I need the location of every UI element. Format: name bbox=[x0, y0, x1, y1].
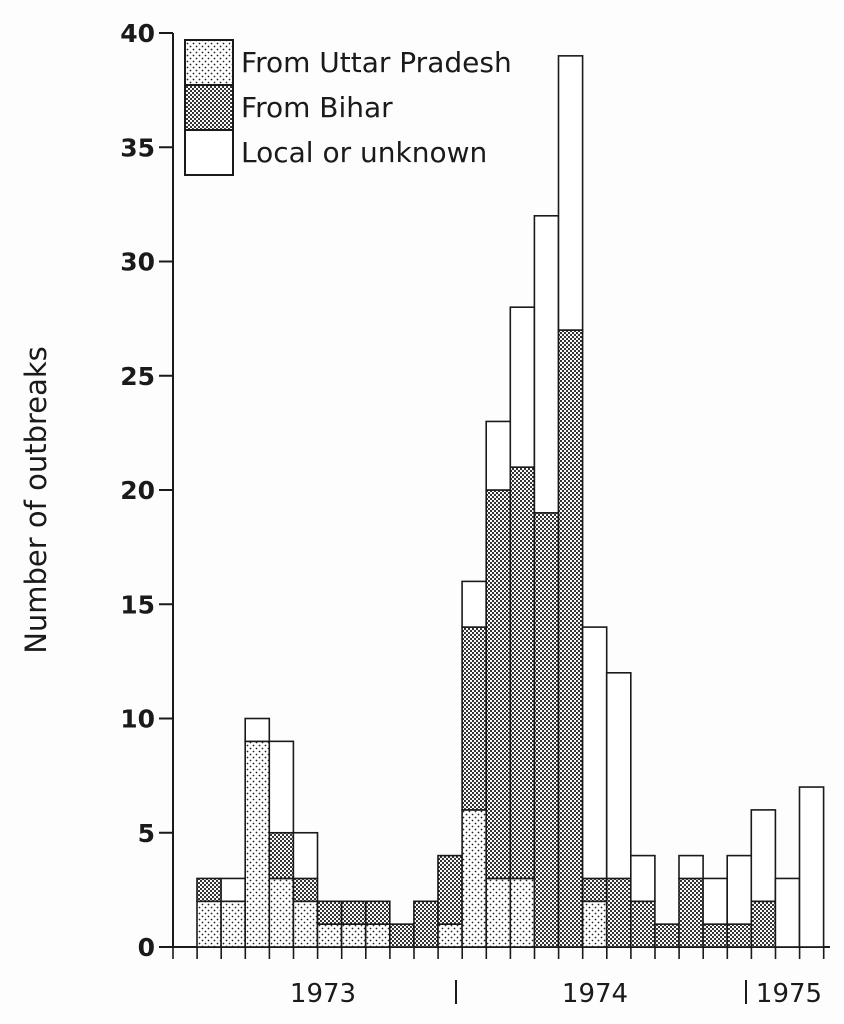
bar-segment-local bbox=[750, 809, 777, 903]
bar-segment-bihar bbox=[292, 877, 319, 903]
y-tick-label: 25 bbox=[120, 362, 155, 391]
bar-segment-bihar bbox=[413, 900, 439, 948]
bar-segment-uttar-pradesh bbox=[316, 923, 343, 948]
bar-segment-local bbox=[244, 717, 271, 743]
bar-segment-uttar-pradesh bbox=[340, 923, 367, 948]
y-tick-label: 20 bbox=[120, 476, 155, 505]
bar-segment-local bbox=[774, 877, 801, 948]
bar-segment-bihar bbox=[629, 900, 656, 948]
bar-segment-uttar-pradesh bbox=[292, 900, 319, 948]
y-tick-label: 5 bbox=[138, 819, 155, 848]
bar-segment-bihar bbox=[340, 900, 367, 925]
y-axis: 0 5 10 15 20 25 30 35 40 bbox=[120, 19, 174, 962]
legend-swatch bbox=[184, 129, 234, 176]
y-tick-label: 10 bbox=[120, 705, 155, 734]
bar-segment-local bbox=[605, 671, 632, 880]
legend-label: From Uttar Pradesh bbox=[241, 46, 512, 79]
bar-segment-uttar-pradesh bbox=[220, 900, 247, 948]
bar-segment-bihar bbox=[461, 626, 488, 811]
bar-segment-local bbox=[292, 831, 319, 880]
bar-segment-local bbox=[702, 877, 728, 925]
legend-label: Local or unknown bbox=[241, 136, 487, 169]
bar-segment-local bbox=[678, 854, 704, 880]
bar-segment-bihar bbox=[485, 489, 512, 880]
y-tick-label: 30 bbox=[120, 248, 155, 277]
legend-label: From Bihar bbox=[241, 91, 393, 124]
y-axis-title: Number of outbreaks bbox=[19, 346, 53, 654]
bar-segment-bihar bbox=[750, 900, 777, 948]
legend-swatch bbox=[184, 84, 234, 131]
bar-segment-local bbox=[533, 215, 560, 514]
bar-segment-local bbox=[798, 786, 825, 948]
bar-segment-local bbox=[461, 580, 488, 628]
bar-segment-bihar bbox=[533, 512, 560, 948]
bar-segment-uttar-pradesh bbox=[581, 900, 608, 948]
y-tick-label: 40 bbox=[120, 19, 155, 48]
bar-segment-local bbox=[629, 854, 656, 903]
bar-segment-uttar-pradesh bbox=[461, 809, 488, 948]
bars bbox=[196, 55, 825, 948]
y-tick-label: 35 bbox=[120, 133, 155, 162]
bar-segment-uttar-pradesh bbox=[364, 923, 391, 948]
bar-segment-bihar bbox=[557, 329, 584, 948]
year-label: 1974 bbox=[562, 979, 628, 1009]
bar-segment-local bbox=[509, 306, 536, 468]
year-label: 1975 bbox=[756, 979, 822, 1009]
bar-segment-local bbox=[268, 740, 295, 834]
bar-segment-bihar bbox=[605, 877, 632, 948]
bar-segment-uttar-pradesh bbox=[437, 923, 463, 948]
x-axis: 1973 1974 1975 bbox=[172, 946, 830, 1009]
bar-segment-bihar bbox=[196, 877, 222, 903]
y-tick-label: 15 bbox=[120, 590, 155, 619]
bar-segment-bihar bbox=[581, 877, 608, 903]
bar-segment-local bbox=[726, 854, 753, 925]
bar-segment-bihar bbox=[654, 923, 680, 948]
bar-segment-bihar bbox=[437, 854, 463, 925]
legend-swatch bbox=[184, 39, 234, 86]
bar-segment-uttar-pradesh bbox=[485, 877, 512, 948]
bar-segment-local bbox=[581, 626, 608, 880]
bar-segment-local bbox=[220, 877, 247, 903]
bar-segment-bihar bbox=[726, 923, 753, 948]
bar-segment-bihar bbox=[268, 831, 295, 880]
bar-segment-uttar-pradesh bbox=[196, 900, 222, 948]
bar-segment-uttar-pradesh bbox=[244, 740, 271, 948]
bar-segment-local bbox=[557, 55, 584, 331]
legend: From Uttar Pradesh From Bihar Local or unk… bbox=[184, 39, 512, 176]
bar-segment-uttar-pradesh bbox=[509, 877, 536, 948]
bar-segment-bihar bbox=[388, 923, 415, 948]
bar-segment-local bbox=[485, 420, 512, 491]
bar-segment-bihar bbox=[678, 877, 704, 948]
bar-segment-bihar bbox=[509, 466, 536, 880]
bar-segment-bihar bbox=[316, 900, 343, 925]
bar-segment-bihar bbox=[364, 900, 391, 925]
bar-segment-uttar-pradesh bbox=[268, 877, 295, 948]
y-tick-label: 0 bbox=[138, 933, 155, 962]
year-label: 1973 bbox=[290, 979, 356, 1009]
bar-segment-bihar bbox=[702, 923, 728, 948]
